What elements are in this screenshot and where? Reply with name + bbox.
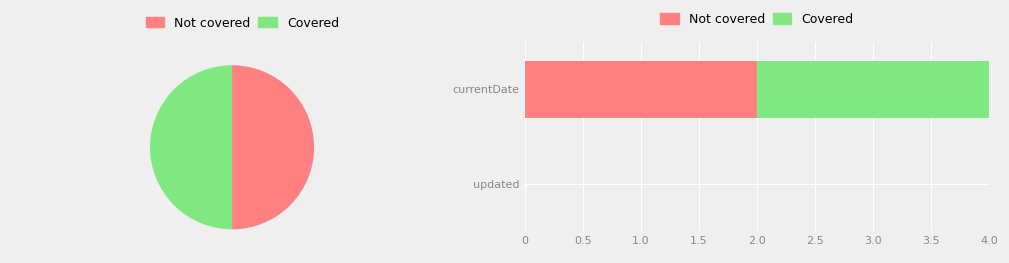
Bar (525, 61, 757, 118)
Legend: Not covered, Covered: Not covered, Covered (143, 14, 341, 32)
Wedge shape (150, 65, 232, 229)
Legend: Not covered, Covered: Not covered, Covered (658, 11, 856, 28)
Wedge shape (232, 65, 314, 229)
Bar (757, 61, 989, 118)
